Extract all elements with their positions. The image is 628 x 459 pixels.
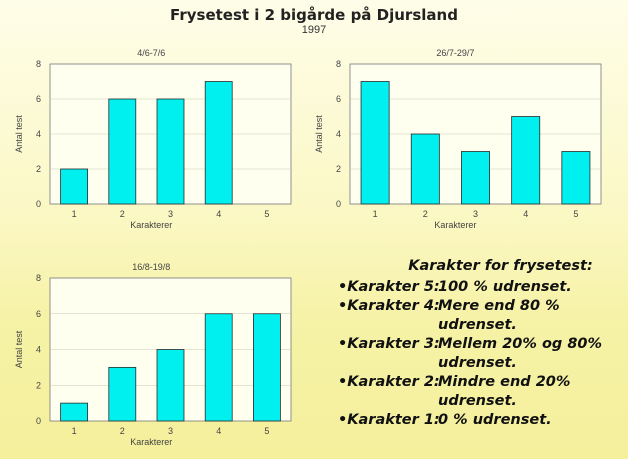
bar	[410, 133, 440, 205]
y-axis-label: Antal test	[14, 330, 24, 368]
bar	[204, 81, 233, 205]
legend-key: •Karakter 5:	[338, 279, 440, 295]
chart-2: 0 2 4 6 8 1 2 3 4 5 26/7-29/7 Karakterer Antal test	[314, 48, 602, 230]
y-tick-label: 2	[36, 164, 41, 174]
x-tick-label: 5	[264, 426, 269, 436]
grade-legend: Karakter for frysetest: •Karakter 5: 100…	[338, 257, 623, 430]
legend-desc: 0 % udrenset.	[438, 412, 552, 428]
x-axis-label: Karakterer	[434, 220, 476, 230]
legend-desc: Mellem 20% og 80% udrenset.	[438, 336, 603, 371]
x-axis-label: Karakterer	[130, 220, 172, 230]
y-tick-label: 4	[336, 129, 341, 139]
bar	[360, 81, 390, 205]
bar	[156, 98, 185, 205]
bar	[60, 402, 88, 422]
x-tick-label: 5	[573, 209, 578, 219]
chart-title: 4/6-7/6	[137, 48, 165, 58]
x-tick-label: 1	[373, 209, 378, 219]
legend-item: •Karakter 1: 0 % udrenset.	[338, 411, 623, 430]
y-tick-label: 4	[36, 345, 41, 355]
chart-3: 0 2 4 6 8 1 2 3 4 5 16/8-19/8 Karakterer Antal test	[14, 262, 292, 447]
legend-heading: Karakter for frysetest:	[408, 258, 593, 274]
y-tick-label: 4	[36, 129, 41, 139]
x-tick-label: 3	[168, 426, 173, 436]
bar	[561, 151, 591, 205]
legend-key: •Karakter 2:	[338, 374, 440, 390]
x-tick-label: 4	[216, 426, 221, 436]
y-tick-label: 6	[36, 94, 41, 104]
bar	[156, 349, 185, 422]
y-tick-label: 0	[36, 416, 41, 426]
y-tick-label: 0	[336, 199, 341, 209]
legend-item: •Karakter 2: Mindre end 20% udrenset.	[338, 373, 623, 411]
bar	[108, 366, 137, 422]
legend-item: •Karakter 5: 100 % udrenset.	[338, 278, 623, 297]
bar	[60, 168, 88, 205]
legend-item: •Karakter 3: Mellem 20% og 80% udrenset.	[338, 335, 623, 373]
y-tick-label: 2	[336, 164, 341, 174]
legend-key: •Karakter 1:	[338, 412, 440, 428]
y-axis-label: Antal test	[314, 115, 324, 153]
legend-key: •Karakter 4:	[338, 298, 440, 314]
y-tick-label: 2	[36, 380, 41, 390]
y-tick-label: 8	[336, 59, 341, 69]
legend-desc: 100 % udrenset.	[438, 279, 572, 295]
x-tick-label: 5	[264, 209, 269, 219]
chart-1: 0 2 4 6 8 1 2 3 4 5 4/6-7/6 Karakterer Antal test	[14, 48, 292, 230]
bar	[461, 151, 490, 205]
x-tick-label: 3	[168, 209, 173, 219]
page-title: Frysetest i 2 bigårde på Djursland	[170, 6, 458, 24]
bar	[108, 98, 137, 205]
x-tick-label: 2	[120, 426, 125, 436]
x-tick-label: 1	[72, 426, 77, 436]
y-tick-label: 8	[36, 59, 41, 69]
x-tick-label: 4	[216, 209, 221, 219]
x-tick-label: 3	[473, 209, 478, 219]
x-tick-label: 2	[423, 209, 428, 219]
chart-title: 26/7-29/7	[436, 48, 474, 58]
bar	[511, 116, 541, 205]
legend-item: •Karakter 4: Mere end 80 % udrenset.	[338, 297, 623, 335]
legend-key: •Karakter 3:	[338, 336, 440, 352]
x-tick-label: 2	[120, 209, 125, 219]
chart-title: 16/8-19/8	[132, 262, 170, 272]
y-tick-label: 6	[36, 309, 41, 319]
y-tick-label: 0	[36, 199, 41, 209]
y-tick-label: 6	[336, 94, 341, 104]
legend-desc: Mere end 80 % udrenset.	[438, 298, 560, 333]
bar	[204, 313, 233, 422]
bar	[253, 313, 281, 422]
x-tick-label: 1	[72, 209, 77, 219]
page-subtitle: 1997	[301, 24, 327, 36]
y-axis-label: Antal test	[14, 115, 24, 153]
y-tick-label: 8	[36, 273, 41, 283]
x-tick-label: 4	[523, 209, 528, 219]
x-axis-label: Karakterer	[130, 437, 172, 447]
legend-desc: Mindre end 20% udrenset.	[438, 374, 571, 409]
